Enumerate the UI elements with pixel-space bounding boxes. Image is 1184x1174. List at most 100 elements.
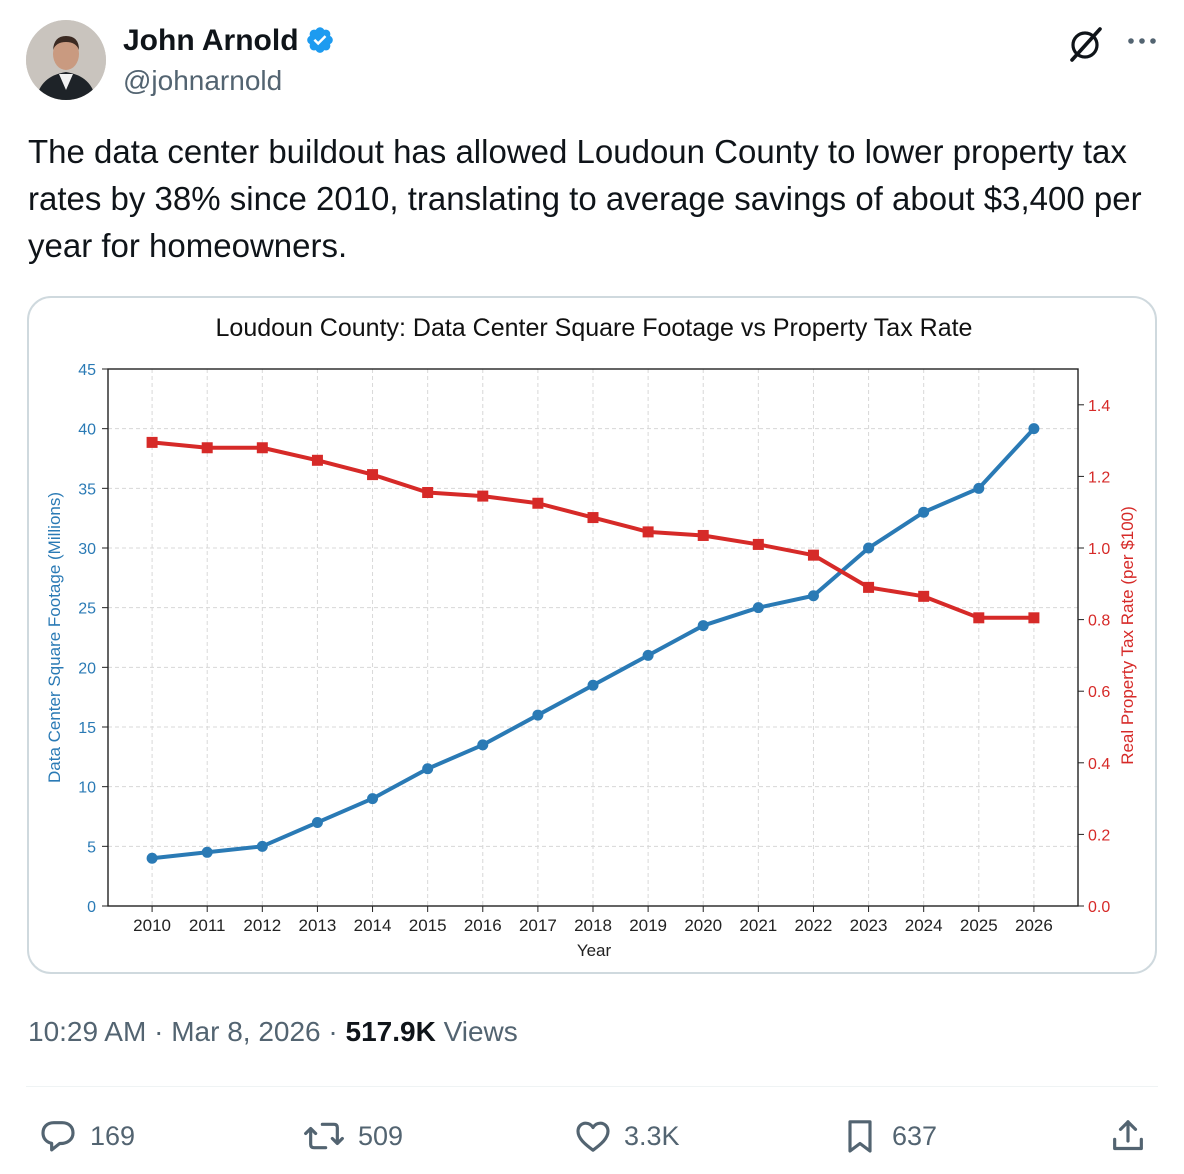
sqft-data-point [201, 846, 213, 858]
like-button[interactable]: 3.3K [572, 1114, 680, 1158]
reply-button[interactable]: 169 [36, 1114, 135, 1158]
x-tick-label: 2015 [409, 916, 447, 935]
divider [26, 1086, 1158, 1087]
sqft-data-point [146, 852, 158, 864]
meta-separator: · [328, 1016, 346, 1047]
x-tick-label: 2023 [850, 916, 888, 935]
reply-icon [41, 1121, 75, 1152]
grok-icon[interactable] [1066, 24, 1106, 64]
share-button[interactable] [1108, 1114, 1158, 1158]
y-left-tick-label: 35 [78, 481, 96, 498]
bookmark-icon [848, 1120, 872, 1153]
sqft-data-point [863, 542, 875, 554]
sqft-data-point [918, 506, 930, 518]
y-left-tick-label: 0 [87, 899, 96, 916]
y-left-tick-label: 10 [78, 780, 96, 797]
x-tick-label: 2019 [629, 916, 667, 935]
x-axis-label: Year [577, 941, 612, 960]
reply-count: 169 [90, 1120, 136, 1151]
x-tick-label: 2021 [739, 916, 777, 935]
x-tick-label: 2013 [299, 916, 337, 935]
like-count: 3.3K [624, 1120, 680, 1151]
y-left-axis-label: Data Center Square Footage (Millions) [45, 492, 64, 783]
y-left-tick-label: 15 [78, 720, 96, 737]
tax-data-point [532, 497, 544, 509]
tax-data-point [477, 490, 489, 502]
verified-badge-icon [306, 27, 333, 53]
y-right-axis-label: Real Property Tax Rate (per $100) [1118, 506, 1137, 765]
sqft-data-point [642, 649, 654, 661]
sqft-data-point [532, 709, 544, 721]
y-left-tick-label: 45 [78, 362, 96, 379]
y-right-tick-label: 0.4 [1088, 756, 1110, 773]
x-tick-label: 2012 [243, 916, 281, 935]
chart-title: Loudoun County: Data Center Square Foota… [216, 314, 973, 342]
chart-image[interactable]: Loudoun County: Data Center Square Foota… [27, 296, 1157, 974]
tax-data-point [587, 512, 599, 524]
x-tick-label: 2017 [519, 916, 557, 935]
y-right-tick-label: 0.8 [1088, 613, 1110, 630]
x-tick-label: 2016 [464, 916, 502, 935]
bookmark-count: 637 [892, 1120, 938, 1151]
sqft-data-point [973, 482, 985, 494]
x-tick-label: 2020 [684, 916, 722, 935]
tweet-date[interactable]: Mar 8, 2026 [171, 1016, 321, 1047]
user-handle[interactable]: @johnarnold [123, 65, 283, 96]
sqft-data-point [1028, 423, 1040, 435]
y-right-tick-label: 0.6 [1088, 684, 1110, 701]
more-options-icon[interactable] [1124, 22, 1160, 62]
display-name[interactable]: John Arnold [123, 22, 335, 60]
tax-data-point [201, 442, 213, 454]
heart-icon [576, 1121, 610, 1152]
avatar[interactable] [26, 20, 106, 100]
tax-data-point [1028, 612, 1040, 624]
y-right-tick-label: 0.0 [1088, 899, 1110, 916]
x-tick-label: 2022 [795, 916, 833, 935]
sqft-data-point [477, 739, 489, 751]
repost-icon [304, 1122, 344, 1150]
y-left-tick-label: 25 [78, 601, 96, 618]
tax-data-point [422, 487, 434, 499]
x-tick-label: 2011 [189, 916, 226, 935]
sqft-data-point [587, 679, 599, 691]
tweet-time[interactable]: 10:29 AM [28, 1016, 147, 1047]
display-name-text[interactable]: John Arnold [123, 24, 299, 57]
views-count: 517.9K [345, 1016, 436, 1047]
tweet-meta: 10:29 AM · Mar 8, 2026 · 517.9K Views [28, 1012, 518, 1052]
y-right-tick-label: 1.4 [1088, 398, 1110, 415]
sqft-data-point [807, 590, 819, 602]
tax-data-point [697, 529, 709, 541]
y-left-tick-label: 30 [78, 541, 96, 558]
x-tick-label: 2010 [133, 916, 171, 935]
tweet-text: The data center buildout has allowed Lou… [28, 133, 1142, 264]
views-label: Views [443, 1016, 518, 1047]
y-right-tick-label: 1.0 [1088, 541, 1110, 558]
sqft-data-point [256, 840, 268, 852]
sqft-data-point [367, 793, 379, 805]
share-icon [1113, 1120, 1143, 1151]
y-left-tick-label: 40 [78, 422, 96, 439]
x-tick-label: 2018 [574, 916, 612, 935]
x-tick-label: 2024 [905, 916, 943, 935]
tax-data-point [311, 454, 323, 466]
y-right-tick-label: 1.2 [1088, 469, 1110, 486]
x-tick-label: 2026 [1015, 916, 1053, 935]
bookmark-button[interactable]: 637 [838, 1114, 937, 1158]
y-left-tick-label: 5 [87, 839, 96, 856]
tax-data-point [146, 436, 158, 448]
y-left-tick-label: 20 [78, 660, 96, 677]
tax-data-point [918, 590, 930, 602]
sqft-data-point [697, 620, 709, 632]
repost-button[interactable]: 509 [300, 1114, 403, 1158]
tax-data-point [807, 549, 819, 561]
x-tick-label: 2014 [354, 916, 392, 935]
sqft-data-point [752, 602, 764, 614]
tax-data-point [642, 526, 654, 538]
sqft-data-point [311, 816, 323, 828]
x-tick-label: 2025 [960, 916, 998, 935]
tax-data-point [256, 442, 268, 454]
tax-data-point [752, 538, 764, 550]
chart: Loudoun County: Data Center Square Foota… [45, 314, 1137, 960]
meta-separator: · [154, 1016, 172, 1047]
tax-data-point [863, 581, 875, 593]
